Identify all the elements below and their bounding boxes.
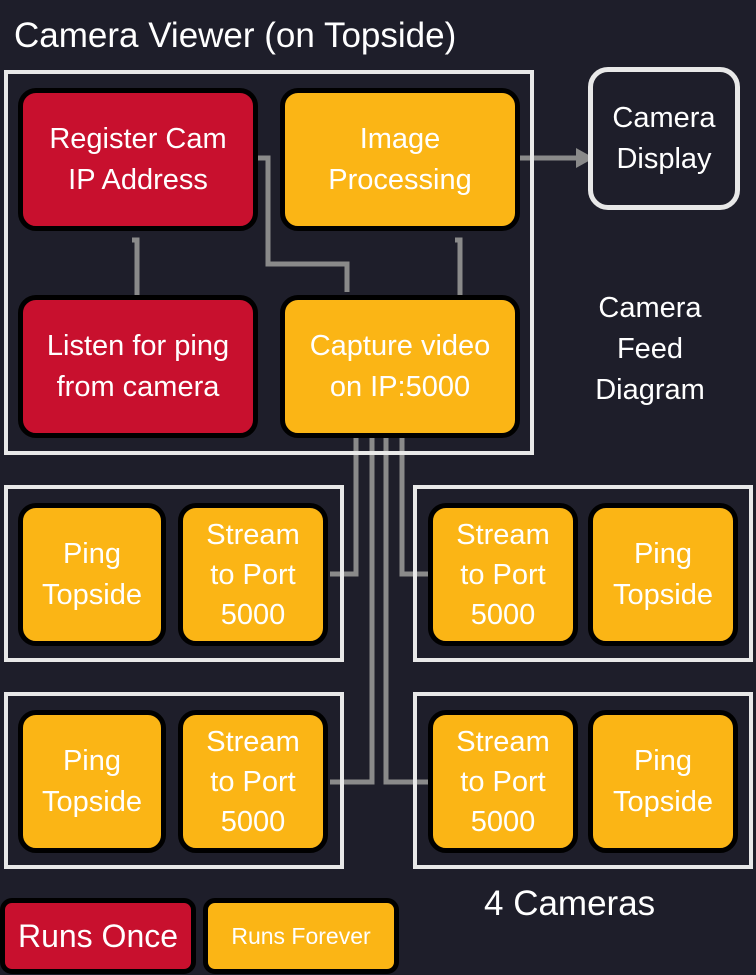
camera-1-stream-node: Stream to Port 5000 bbox=[178, 503, 328, 646]
diagram-title: Camera Viewer (on Topside) bbox=[14, 16, 457, 55]
register-cam-ip-node: Register Cam IP Address bbox=[18, 88, 258, 231]
topside-frame bbox=[4, 70, 534, 455]
arrowhead-display bbox=[576, 148, 594, 168]
camera-4-frame bbox=[413, 692, 753, 869]
connector-capture-to-processing bbox=[455, 237, 463, 295]
connector-register-to-capture bbox=[258, 155, 350, 292]
camera-3-ping-node: Ping Topside bbox=[18, 710, 166, 853]
connector-bus-cam1 bbox=[330, 436, 359, 577]
camera-1-ping-node: Ping Topside bbox=[18, 503, 166, 646]
connector-listen-to-register bbox=[132, 237, 140, 295]
cameras-count-label: 4 Cameras bbox=[484, 884, 656, 923]
camera-feed-diagram-label: Camera Feed Diagram bbox=[595, 292, 705, 406]
camera-4-stream-node: Stream to Port 5000 bbox=[428, 710, 578, 853]
camera-2-ping-node: Ping Topside bbox=[588, 503, 738, 646]
camera-2-stream-node: Stream to Port 5000 bbox=[428, 503, 578, 646]
camera-3-frame bbox=[4, 692, 344, 869]
camera-4-ping-node: Ping Topside bbox=[588, 710, 738, 853]
camera-display-node: Camera Display bbox=[588, 67, 740, 210]
camera-1-frame bbox=[4, 485, 344, 662]
legend-runs-forever: Runs Forever bbox=[203, 898, 399, 974]
listen-for-ping-node: Listen for ping from camera bbox=[18, 295, 258, 438]
camera-2-frame bbox=[413, 485, 753, 662]
connector-bus-cam3 bbox=[330, 436, 375, 785]
capture-video-node: Capture video on IP:5000 bbox=[280, 295, 520, 438]
camera-3-stream-node: Stream to Port 5000 bbox=[178, 710, 328, 853]
image-processing-node: Image Processing bbox=[280, 88, 520, 231]
legend-runs-once: Runs Once bbox=[0, 898, 196, 974]
connector-bus-cam2 bbox=[399, 436, 430, 577]
